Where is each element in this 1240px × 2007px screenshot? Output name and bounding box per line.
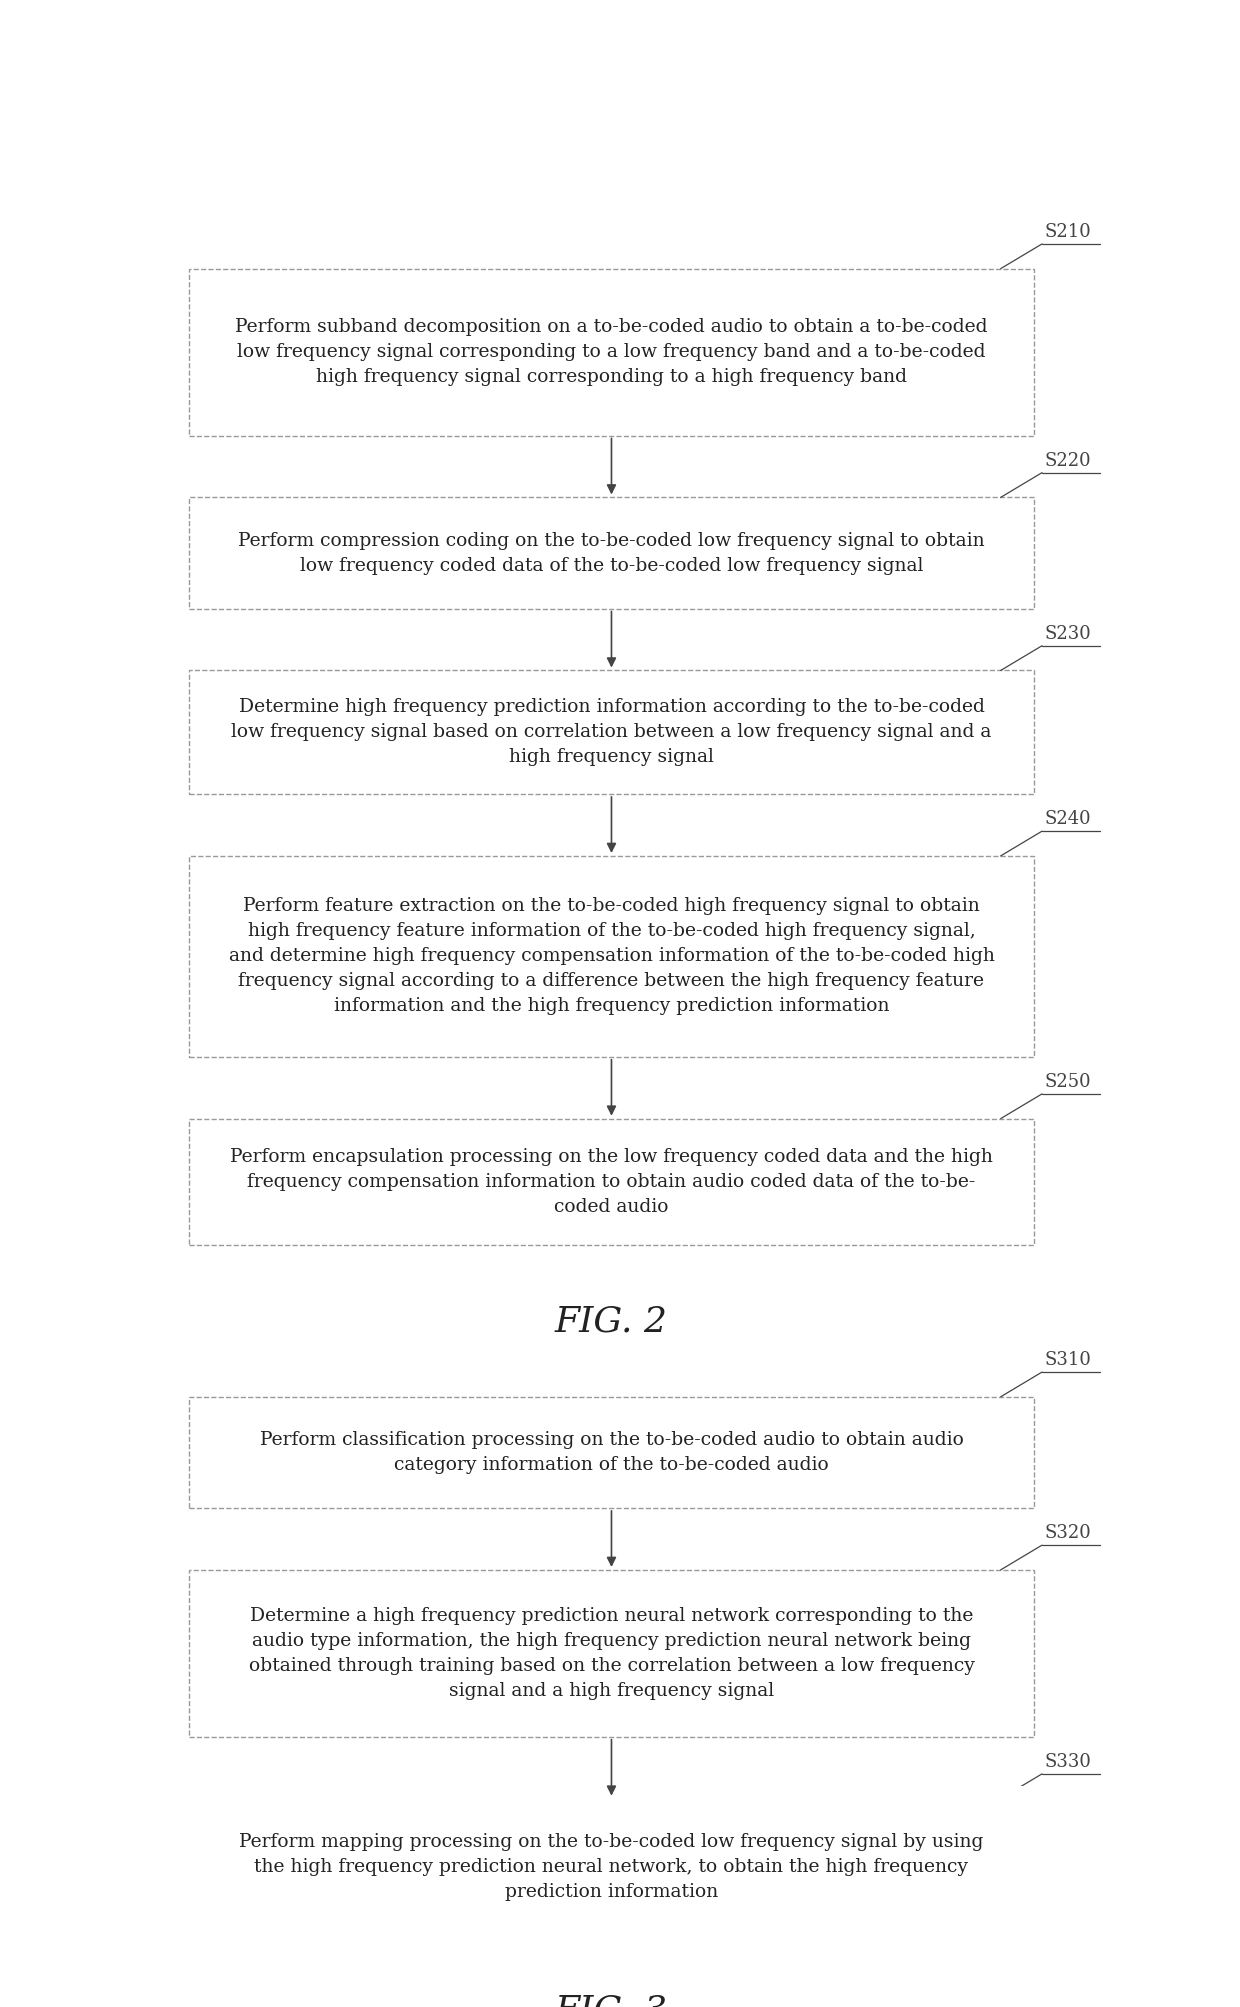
FancyBboxPatch shape (188, 1569, 1034, 1736)
Text: S240: S240 (1045, 811, 1091, 829)
Text: S210: S210 (1045, 223, 1091, 241)
FancyBboxPatch shape (188, 1397, 1034, 1507)
Text: S330: S330 (1045, 1752, 1091, 1770)
Text: S310: S310 (1045, 1351, 1091, 1369)
Text: Perform subband decomposition on a to-be-coded audio to obtain a to-be-coded
low: Perform subband decomposition on a to-be… (236, 317, 988, 385)
Text: Determine high frequency prediction information according to the to-be-coded
low: Determine high frequency prediction info… (232, 698, 992, 767)
Text: S250: S250 (1045, 1074, 1091, 1092)
FancyBboxPatch shape (188, 498, 1034, 608)
FancyBboxPatch shape (188, 269, 1034, 436)
Text: S320: S320 (1045, 1523, 1091, 1541)
FancyBboxPatch shape (188, 1118, 1034, 1244)
Text: Perform mapping processing on the to-be-coded low frequency signal by using
the : Perform mapping processing on the to-be-… (239, 1832, 983, 1901)
FancyBboxPatch shape (188, 670, 1034, 795)
Text: Perform feature extraction on the to-be-coded high frequency signal to obtain
hi: Perform feature extraction on the to-be-… (228, 897, 994, 1016)
Text: Perform compression coding on the to-be-coded low frequency signal to obtain
low: Perform compression coding on the to-be-… (238, 532, 985, 574)
Text: Perform encapsulation processing on the low frequency coded data and the high
fr: Perform encapsulation processing on the … (231, 1148, 993, 1216)
Text: FIG. 2: FIG. 2 (556, 1305, 668, 1339)
Text: Perform classification processing on the to-be-coded audio to obtain audio
categ: Perform classification processing on the… (259, 1431, 963, 1473)
Text: S230: S230 (1045, 624, 1091, 642)
FancyBboxPatch shape (188, 1798, 1034, 1935)
FancyBboxPatch shape (188, 855, 1034, 1058)
Text: S220: S220 (1045, 452, 1091, 470)
Text: Determine a high frequency prediction neural network corresponding to the
audio : Determine a high frequency prediction ne… (248, 1608, 975, 1700)
Text: FIG. 3: FIG. 3 (556, 1993, 668, 2007)
